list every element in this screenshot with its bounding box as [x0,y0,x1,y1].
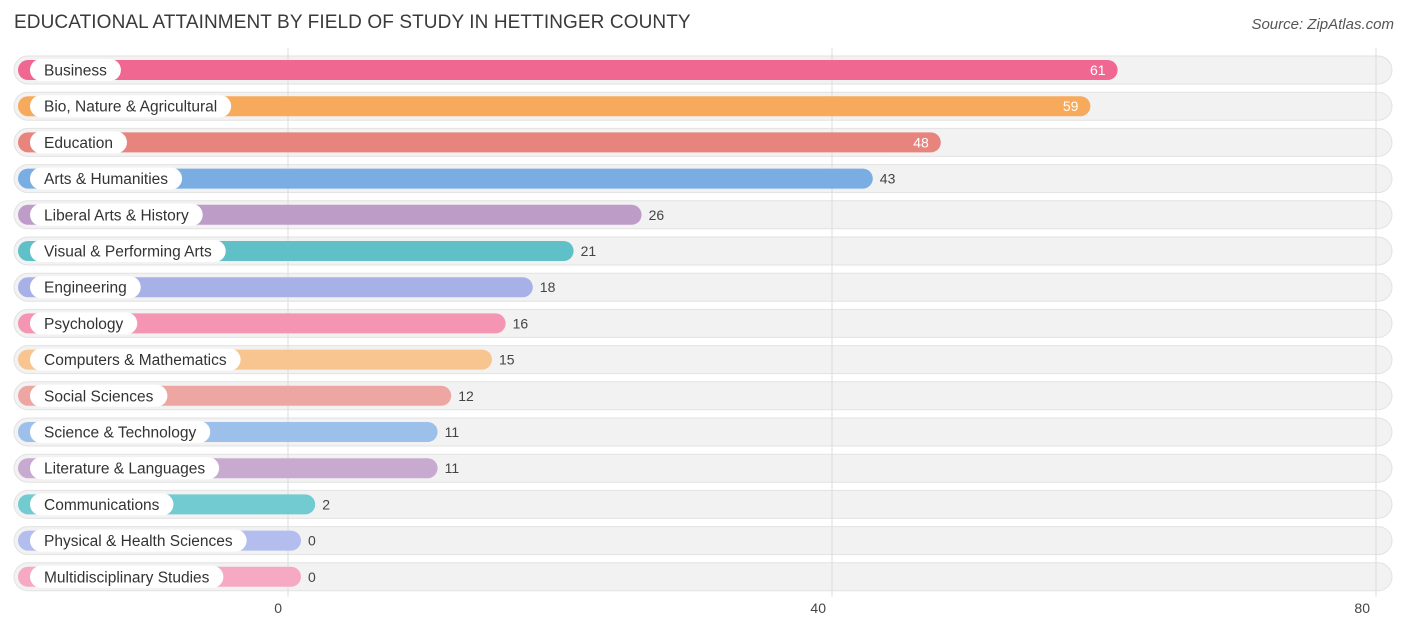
category-label-pill [30,457,220,480]
category-label: Science & Technology [44,425,196,442]
value-label: 0 [308,569,316,585]
value-label: 21 [581,243,597,259]
category-label: Visual & Performing Arts [44,244,212,261]
category-label-pill [30,384,168,407]
category-label: Bio, Nature & Agricultural [44,99,217,116]
category-label: Education [44,135,113,152]
value-label: 2 [322,496,330,512]
value-label: 11 [445,424,460,440]
value-label: 0 [308,533,316,549]
value-label: 61 [1090,62,1106,78]
bar [18,168,873,189]
value-label: 26 [649,207,665,223]
category-label-pill [30,203,203,226]
category-label-pill [30,493,174,516]
category-label: Computers & Mathematics [44,352,227,369]
value-label: 11 [445,460,460,476]
category-label-pill [30,348,241,371]
category-label-pill [30,312,138,335]
category-label-pill [30,529,247,552]
row-track [13,562,1393,592]
category-label: Literature & Languages [44,461,205,478]
bar [18,313,506,334]
value-label: 59 [1063,98,1079,114]
value-label: 15 [499,352,515,368]
row-track [13,526,1393,556]
value-label: 18 [540,279,556,295]
category-label-pill [30,167,183,190]
category-label: Communications [44,497,160,514]
bar [18,60,1118,80]
x-tick-label: 80 [1354,600,1370,616]
source-note: Source: ZipAtlas.com [1251,16,1394,33]
category-label: Multidisciplinary Studies [44,569,210,586]
value-label: 12 [458,388,474,404]
bar [18,96,1091,117]
category-label: Liberal Arts & History [44,207,189,224]
chart-title: EDUCATIONAL ATTAINMENT BY FIELD OF STUDY… [14,12,691,33]
category-label: Psychology [44,316,124,333]
category-label: Engineering [44,280,127,297]
x-tick-label: 40 [810,600,826,616]
category-label-pill [30,95,232,118]
value-label: 16 [513,315,529,331]
category-label-pill [30,421,211,443]
category-label-pill [30,565,224,588]
bar [18,132,941,153]
category-label: Arts & Humanities [44,171,168,188]
bar [18,277,533,298]
category-label-pill [30,240,226,262]
category-label-pill [30,276,141,299]
category-label-pill [30,131,127,154]
category-label-pill [30,59,121,81]
category-label: Physical & Health Sciences [44,533,233,550]
value-label: 43 [880,171,896,187]
row-track [13,489,1393,519]
category-label: Business [44,63,107,80]
category-label: Social Sciences [44,388,154,405]
x-tick-label: 0 [274,600,282,616]
value-label: 48 [913,134,929,150]
